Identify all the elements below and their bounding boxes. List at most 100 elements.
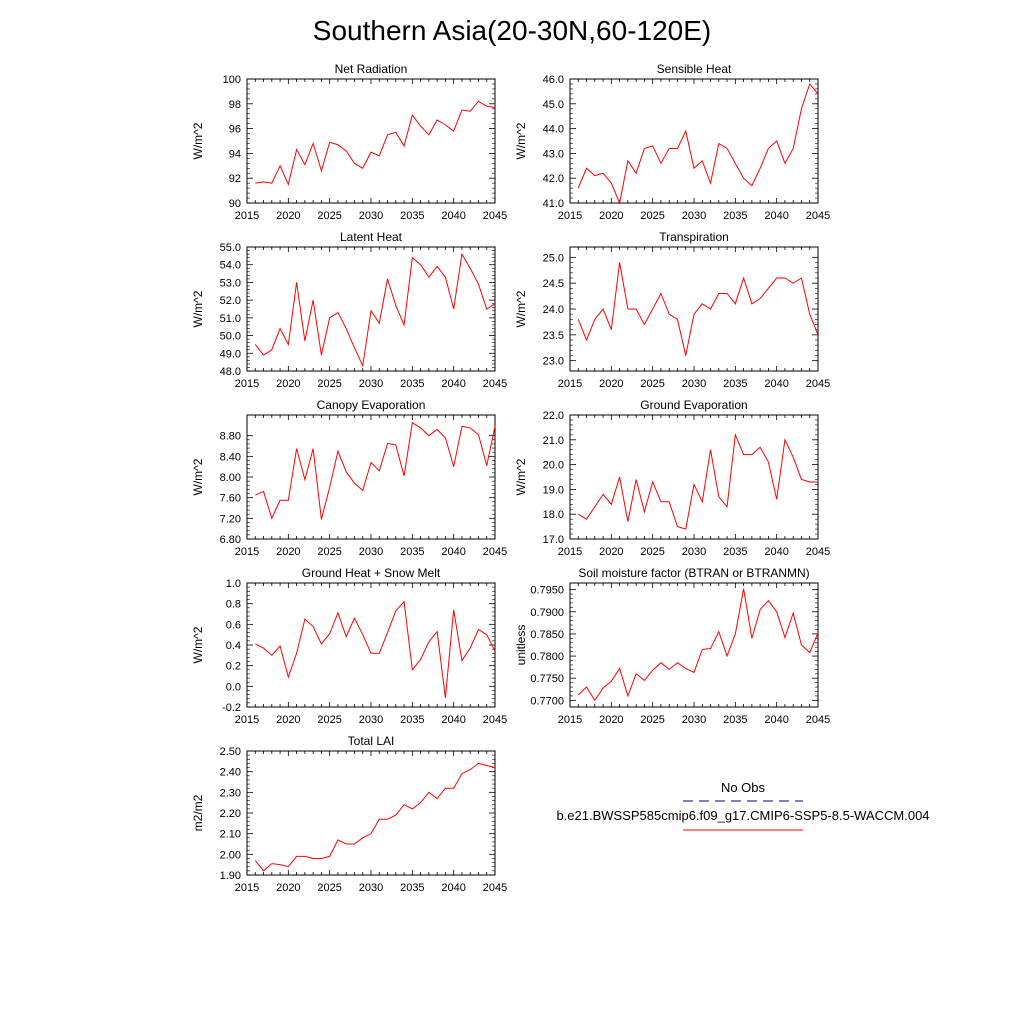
y-tick-label: 7.60 xyxy=(220,493,241,505)
y-tick-label: 43.0 xyxy=(543,148,564,160)
plot-frame xyxy=(246,78,496,204)
y-tick-label: 0.7850 xyxy=(530,629,564,641)
x-tick-label: 2035 xyxy=(723,378,747,390)
x-tick-label: 2040 xyxy=(441,546,465,558)
x-tick-label: 2045 xyxy=(483,378,507,390)
x-tick-label: 2015 xyxy=(558,210,582,222)
chart-panel: Sensible Heat W/m^2 2015 2020 2025 2030 2035 20… xyxy=(514,62,830,222)
y-tick-label: 51.0 xyxy=(220,313,241,325)
x-tick-label: 2030 xyxy=(682,378,706,390)
x-tick-label: 2015 xyxy=(235,378,259,390)
series-line xyxy=(254,252,496,368)
y-tick-label: 2.50 xyxy=(220,746,241,758)
series-line xyxy=(255,421,496,520)
x-tick-label: 2015 xyxy=(235,714,259,726)
plot-frame xyxy=(246,414,496,540)
x-tick-label: 2025 xyxy=(317,546,341,558)
y-tick-label: 94 xyxy=(229,148,241,160)
series-line xyxy=(254,762,496,872)
x-tick-label: 2025 xyxy=(640,210,664,222)
y-tick-label: 48.0 xyxy=(220,366,241,378)
y-tick-label: 53.0 xyxy=(220,277,241,289)
y-tick-label: 90 xyxy=(229,198,241,210)
y-tick-label: 41.0 xyxy=(543,198,564,210)
x-tick-label: 2020 xyxy=(276,210,300,222)
x-tick-label: 2035 xyxy=(723,546,747,558)
x-tick-label: 2045 xyxy=(483,210,507,222)
y-tick-label: 46.0 xyxy=(543,74,564,86)
y-tick-label: 21.0 xyxy=(543,435,564,447)
y-tick-label: 24.5 xyxy=(543,278,564,290)
y-tick-label: 1.90 xyxy=(220,870,241,882)
x-tick-label: 2020 xyxy=(599,210,623,222)
x-tick-label: 2040 xyxy=(441,210,465,222)
x-tick-label: 2035 xyxy=(723,714,747,726)
x-tick-label: 2025 xyxy=(317,714,341,726)
plot-frame xyxy=(569,582,819,708)
panel-title: Total LAI xyxy=(348,734,395,748)
plot-frame xyxy=(246,750,496,876)
x-tick-label: 2015 xyxy=(235,210,259,222)
y-axis-label: W/m^2 xyxy=(191,122,205,159)
y-tick-label: 8.00 xyxy=(220,472,241,484)
x-tick-label: 2020 xyxy=(599,714,623,726)
x-tick-label: 2020 xyxy=(276,882,300,894)
y-tick-label: 22.0 xyxy=(543,410,564,422)
y-tick-label: 1.0 xyxy=(226,578,241,590)
y-tick-label: 25.0 xyxy=(543,252,564,264)
x-tick-label: 2035 xyxy=(400,210,424,222)
series-line xyxy=(577,262,819,356)
y-tick-label: 8.40 xyxy=(220,451,241,463)
y-tick-label: 0.6 xyxy=(226,619,241,631)
x-tick-label: 2035 xyxy=(400,378,424,390)
x-tick-label: 2015 xyxy=(558,378,582,390)
x-tick-label: 2035 xyxy=(400,714,424,726)
plot-frame xyxy=(246,582,496,708)
plot-frame xyxy=(569,414,819,540)
x-tick-label: 2015 xyxy=(235,882,259,894)
chart-panel: Ground Evaporation W/m^2 2015 2020 2025 2030 2… xyxy=(514,398,830,558)
y-tick-label: 6.80 xyxy=(220,534,241,546)
x-tick-label: 2015 xyxy=(558,546,582,558)
chart-panel: Net Radiation W/m^2 2015 2020 2025 2030 2035 20… xyxy=(191,62,507,222)
panel-title: Transpiration xyxy=(659,230,729,244)
legend: No Obs b.e21.BWSSP585cmip6.f09_g17.CMIP6… xyxy=(556,780,930,831)
y-tick-label: 24.0 xyxy=(543,304,564,316)
y-tick-label: 2.40 xyxy=(220,767,241,779)
y-axis-label: W/m^2 xyxy=(514,290,528,327)
plot-frame xyxy=(569,246,819,372)
y-tick-label: 100 xyxy=(223,74,241,86)
series-line xyxy=(255,600,496,698)
y-tick-label: 0.0 xyxy=(226,681,241,693)
chart-panel: Transpiration W/m^2 2015 2020 2025 2030 2035 20… xyxy=(514,230,830,390)
x-tick-label: 2040 xyxy=(764,546,788,558)
y-tick-label: 0.7800 xyxy=(530,651,564,663)
y-tick-label: 17.0 xyxy=(543,534,564,546)
y-tick-label: 0.8 xyxy=(226,599,241,611)
y-tick-label: 0.4 xyxy=(226,640,241,652)
chart-panel: Latent Heat W/m^2 2015 2020 2025 2030 2035 2040… xyxy=(191,230,507,390)
x-tick-label: 2020 xyxy=(276,378,300,390)
y-tick-label: 2.00 xyxy=(220,849,241,861)
panel-title: Canopy Evaporation xyxy=(317,398,426,412)
x-tick-label: 2045 xyxy=(806,714,830,726)
chart-panel: Total LAI m2/m2 2015 2020 2025 2030 2035 2040 20… xyxy=(191,734,507,894)
y-axis-label: W/m^2 xyxy=(191,626,205,663)
x-tick-label: 2045 xyxy=(483,882,507,894)
y-axis-label: m2/m2 xyxy=(191,794,205,831)
panel-title: Ground Evaporation xyxy=(640,398,747,412)
panel-title: Sensible Heat xyxy=(657,62,732,76)
x-tick-label: 2030 xyxy=(359,882,383,894)
x-tick-label: 2030 xyxy=(682,546,706,558)
x-tick-label: 2030 xyxy=(359,378,383,390)
x-tick-label: 2030 xyxy=(359,546,383,558)
y-tick-label: 2.20 xyxy=(220,808,241,820)
x-tick-label: 2025 xyxy=(317,882,341,894)
y-tick-label: 23.5 xyxy=(543,330,564,342)
panels: Net Radiation W/m^2 2015 2020 2025 2030 2035 20… xyxy=(191,62,830,894)
x-tick-label: 2030 xyxy=(682,714,706,726)
y-tick-label: -0.2 xyxy=(222,702,241,714)
y-tick-label: 49.0 xyxy=(220,348,241,360)
y-tick-label: 20.0 xyxy=(543,460,564,472)
y-tick-label: 7.20 xyxy=(220,513,241,525)
